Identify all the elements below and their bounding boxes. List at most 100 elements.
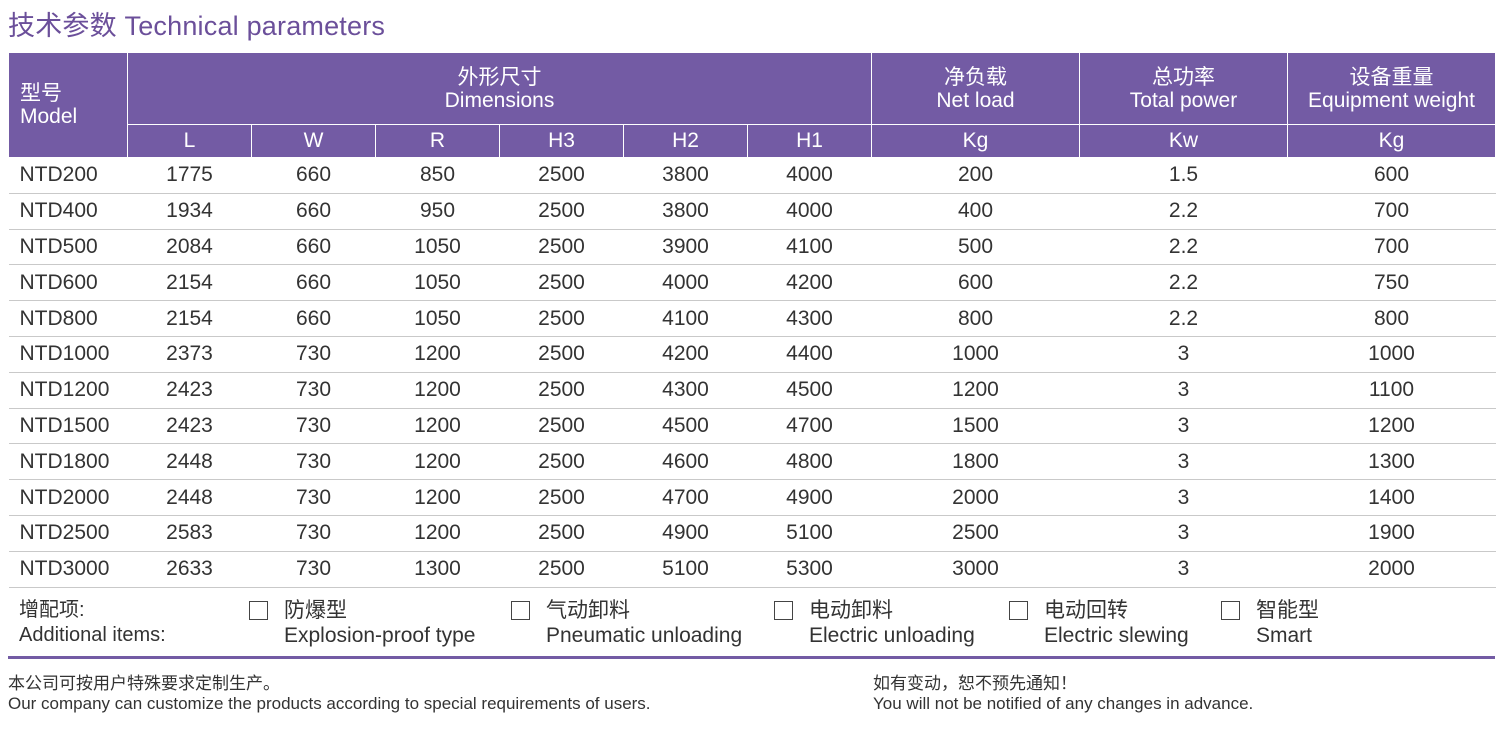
- divider: [8, 656, 1495, 659]
- cell-h1: 5100: [747, 515, 872, 552]
- cell-width: 730: [251, 443, 376, 481]
- cell-radius: 1200: [375, 408, 500, 445]
- cell-length: 2448: [127, 479, 252, 516]
- checkbox-electric-slewing[interactable]: [1009, 601, 1028, 620]
- checkbox-pneumatic-unloading[interactable]: [511, 601, 530, 620]
- cell-radius: 1050: [375, 264, 500, 302]
- table-row: NTD2000 2448 730 1200 2500 4700 4900 2000 3 1400: [8, 479, 1496, 516]
- table-row: NTD1800 2448 730 1200 2500 4600 4800 1800 3 1300: [8, 443, 1496, 481]
- table-row: NTD1200 2423 730 1200 2500 4300 4500 1200 3 1100: [8, 372, 1496, 409]
- dimensions-header: 外形尺寸 Dimensions: [127, 52, 872, 125]
- cell-h2: 3800: [623, 193, 748, 230]
- cell-net-load: 1800: [871, 443, 1080, 481]
- cell-model: NTD1800: [8, 443, 128, 481]
- cell-length: 1934: [127, 193, 252, 230]
- additional-items-label-cn: 增配项:: [19, 599, 85, 621]
- footer-custom-note: 本公司可按用户特殊要求定制生产。 Our company can customi…: [8, 674, 651, 714]
- subheader-netload-unit: Kg: [871, 124, 1080, 158]
- cell-total-power: 3: [1079, 551, 1288, 588]
- cell-width: 730: [251, 479, 376, 516]
- subheader-r: R: [375, 124, 500, 158]
- cell-h1: 4700: [747, 408, 872, 445]
- cell-h3: 2500: [499, 479, 624, 516]
- cell-length: 2373: [127, 336, 252, 373]
- cell-radius: 1200: [375, 443, 500, 481]
- cell-equipment-weight: 600: [1287, 157, 1496, 194]
- table-row: NTD800 2154 660 1050 2500 4100 4300 800 2.2 800: [8, 300, 1496, 337]
- cell-h3: 2500: [499, 408, 624, 445]
- cell-h2: 4100: [623, 300, 748, 337]
- cell-h3: 2500: [499, 264, 624, 302]
- weight-header-en: Equipment weight: [1308, 88, 1475, 112]
- cell-radius: 950: [375, 193, 500, 230]
- cell-h2: 4000: [623, 264, 748, 302]
- table-row: NTD3000 2633 730 1300 2500 5100 5300 3000 3 2000: [8, 551, 1496, 588]
- cell-width: 660: [251, 300, 376, 337]
- cell-net-load: 600: [871, 264, 1080, 302]
- subheader-h1: H1: [747, 124, 872, 158]
- cell-equipment-weight: 1200: [1287, 408, 1496, 445]
- table-row: NTD600 2154 660 1050 2500 4000 4200 600 2.2 750: [8, 264, 1496, 302]
- cell-width: 730: [251, 408, 376, 445]
- netload-header-cn: 净负载: [944, 65, 1007, 89]
- table-row: NTD500 2084 660 1050 2500 3900 4100 500 2.2 700: [8, 229, 1496, 266]
- cell-h3: 2500: [499, 372, 624, 409]
- subheader-h2: H2: [623, 124, 748, 158]
- cell-radius: 1200: [375, 515, 500, 552]
- cell-h1: 4300: [747, 300, 872, 337]
- cell-equipment-weight: 1100: [1287, 372, 1496, 409]
- cell-net-load: 1000: [871, 336, 1080, 373]
- cell-radius: 1050: [375, 229, 500, 266]
- cell-width: 660: [251, 193, 376, 230]
- cell-h3: 2500: [499, 193, 624, 230]
- option-en: Electric slewing: [1044, 624, 1189, 647]
- cell-equipment-weight: 700: [1287, 229, 1496, 266]
- power-header-en: Total power: [1129, 88, 1238, 112]
- cell-width: 730: [251, 336, 376, 373]
- cell-equipment-weight: 1400: [1287, 479, 1496, 516]
- option-explosion-proof-text: 防爆型 Explosion-proof type: [284, 598, 475, 648]
- model-header-en: Model: [20, 105, 78, 128]
- cell-h2: 5100: [623, 551, 748, 588]
- cell-h3: 2500: [499, 157, 624, 194]
- cell-net-load: 400: [871, 193, 1080, 230]
- checkbox-smart[interactable]: [1221, 601, 1240, 620]
- checkbox-electric-unloading[interactable]: [774, 601, 793, 620]
- option-en: Smart: [1256, 624, 1313, 647]
- cell-h2: 3800: [623, 157, 748, 194]
- cell-h3: 2500: [499, 515, 624, 552]
- checkbox-explosion-proof[interactable]: [249, 601, 268, 620]
- cell-length: 2084: [127, 229, 252, 266]
- cell-h1: 4000: [747, 157, 872, 194]
- cell-h2: 4600: [623, 443, 748, 481]
- cell-total-power: 3: [1079, 408, 1288, 445]
- option-cn: 智能型: [1256, 599, 1319, 622]
- cell-length: 2633: [127, 551, 252, 588]
- cell-radius: 1050: [375, 300, 500, 337]
- cell-net-load: 200: [871, 157, 1080, 194]
- dimensions-header-cn: 外形尺寸: [457, 65, 542, 89]
- cell-net-load: 500: [871, 229, 1080, 266]
- cell-length: 1775: [127, 157, 252, 194]
- cell-width: 660: [251, 264, 376, 302]
- cell-width: 660: [251, 157, 376, 194]
- cell-total-power: 3: [1079, 336, 1288, 373]
- cell-radius: 1200: [375, 336, 500, 373]
- cell-length: 2423: [127, 408, 252, 445]
- option-cn: 气动卸料: [546, 599, 630, 622]
- cell-equipment-weight: 700: [1287, 193, 1496, 230]
- additional-items-label: 增配项: Additional items:: [19, 598, 166, 648]
- cell-h1: 4800: [747, 443, 872, 481]
- cell-model: NTD1500: [8, 408, 128, 445]
- cell-total-power: 3: [1079, 372, 1288, 409]
- cell-radius: 1200: [375, 372, 500, 409]
- subheader-w: W: [251, 124, 376, 158]
- cell-net-load: 3000: [871, 551, 1080, 588]
- cell-model: NTD1000: [8, 336, 128, 373]
- subheader-power-unit: Kw: [1079, 124, 1288, 158]
- cell-h2: 4500: [623, 408, 748, 445]
- option-smart-text: 智能型 Smart: [1256, 598, 1319, 648]
- spec-table: 型号 Model 外形尺寸 Dimensions 净负载 Net load 总功…: [8, 52, 1496, 588]
- option-cn: 电动卸料: [809, 599, 893, 622]
- cell-total-power: 3: [1079, 479, 1288, 516]
